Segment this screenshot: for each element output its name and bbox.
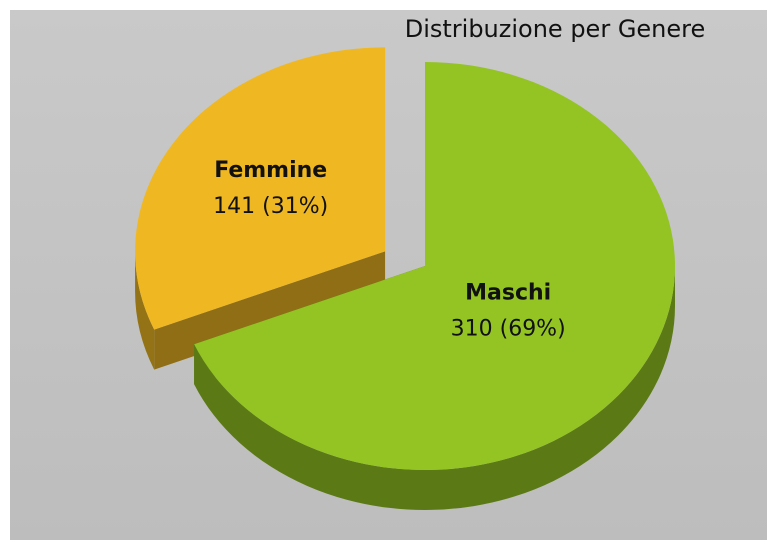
slice-label: Maschi <box>465 280 551 305</box>
chart-title: Distribuzione per Genere <box>405 15 706 43</box>
slice-face <box>194 266 675 511</box>
slice-label: Femmine <box>214 158 327 183</box>
slice-value-label: 141 (31%) <box>213 194 328 219</box>
slice-face <box>194 62 676 470</box>
pie-slice <box>194 62 676 511</box>
slice-value-label: 310 (69%) <box>451 316 566 341</box>
slice-face <box>135 251 155 370</box>
slice-face <box>135 47 386 330</box>
